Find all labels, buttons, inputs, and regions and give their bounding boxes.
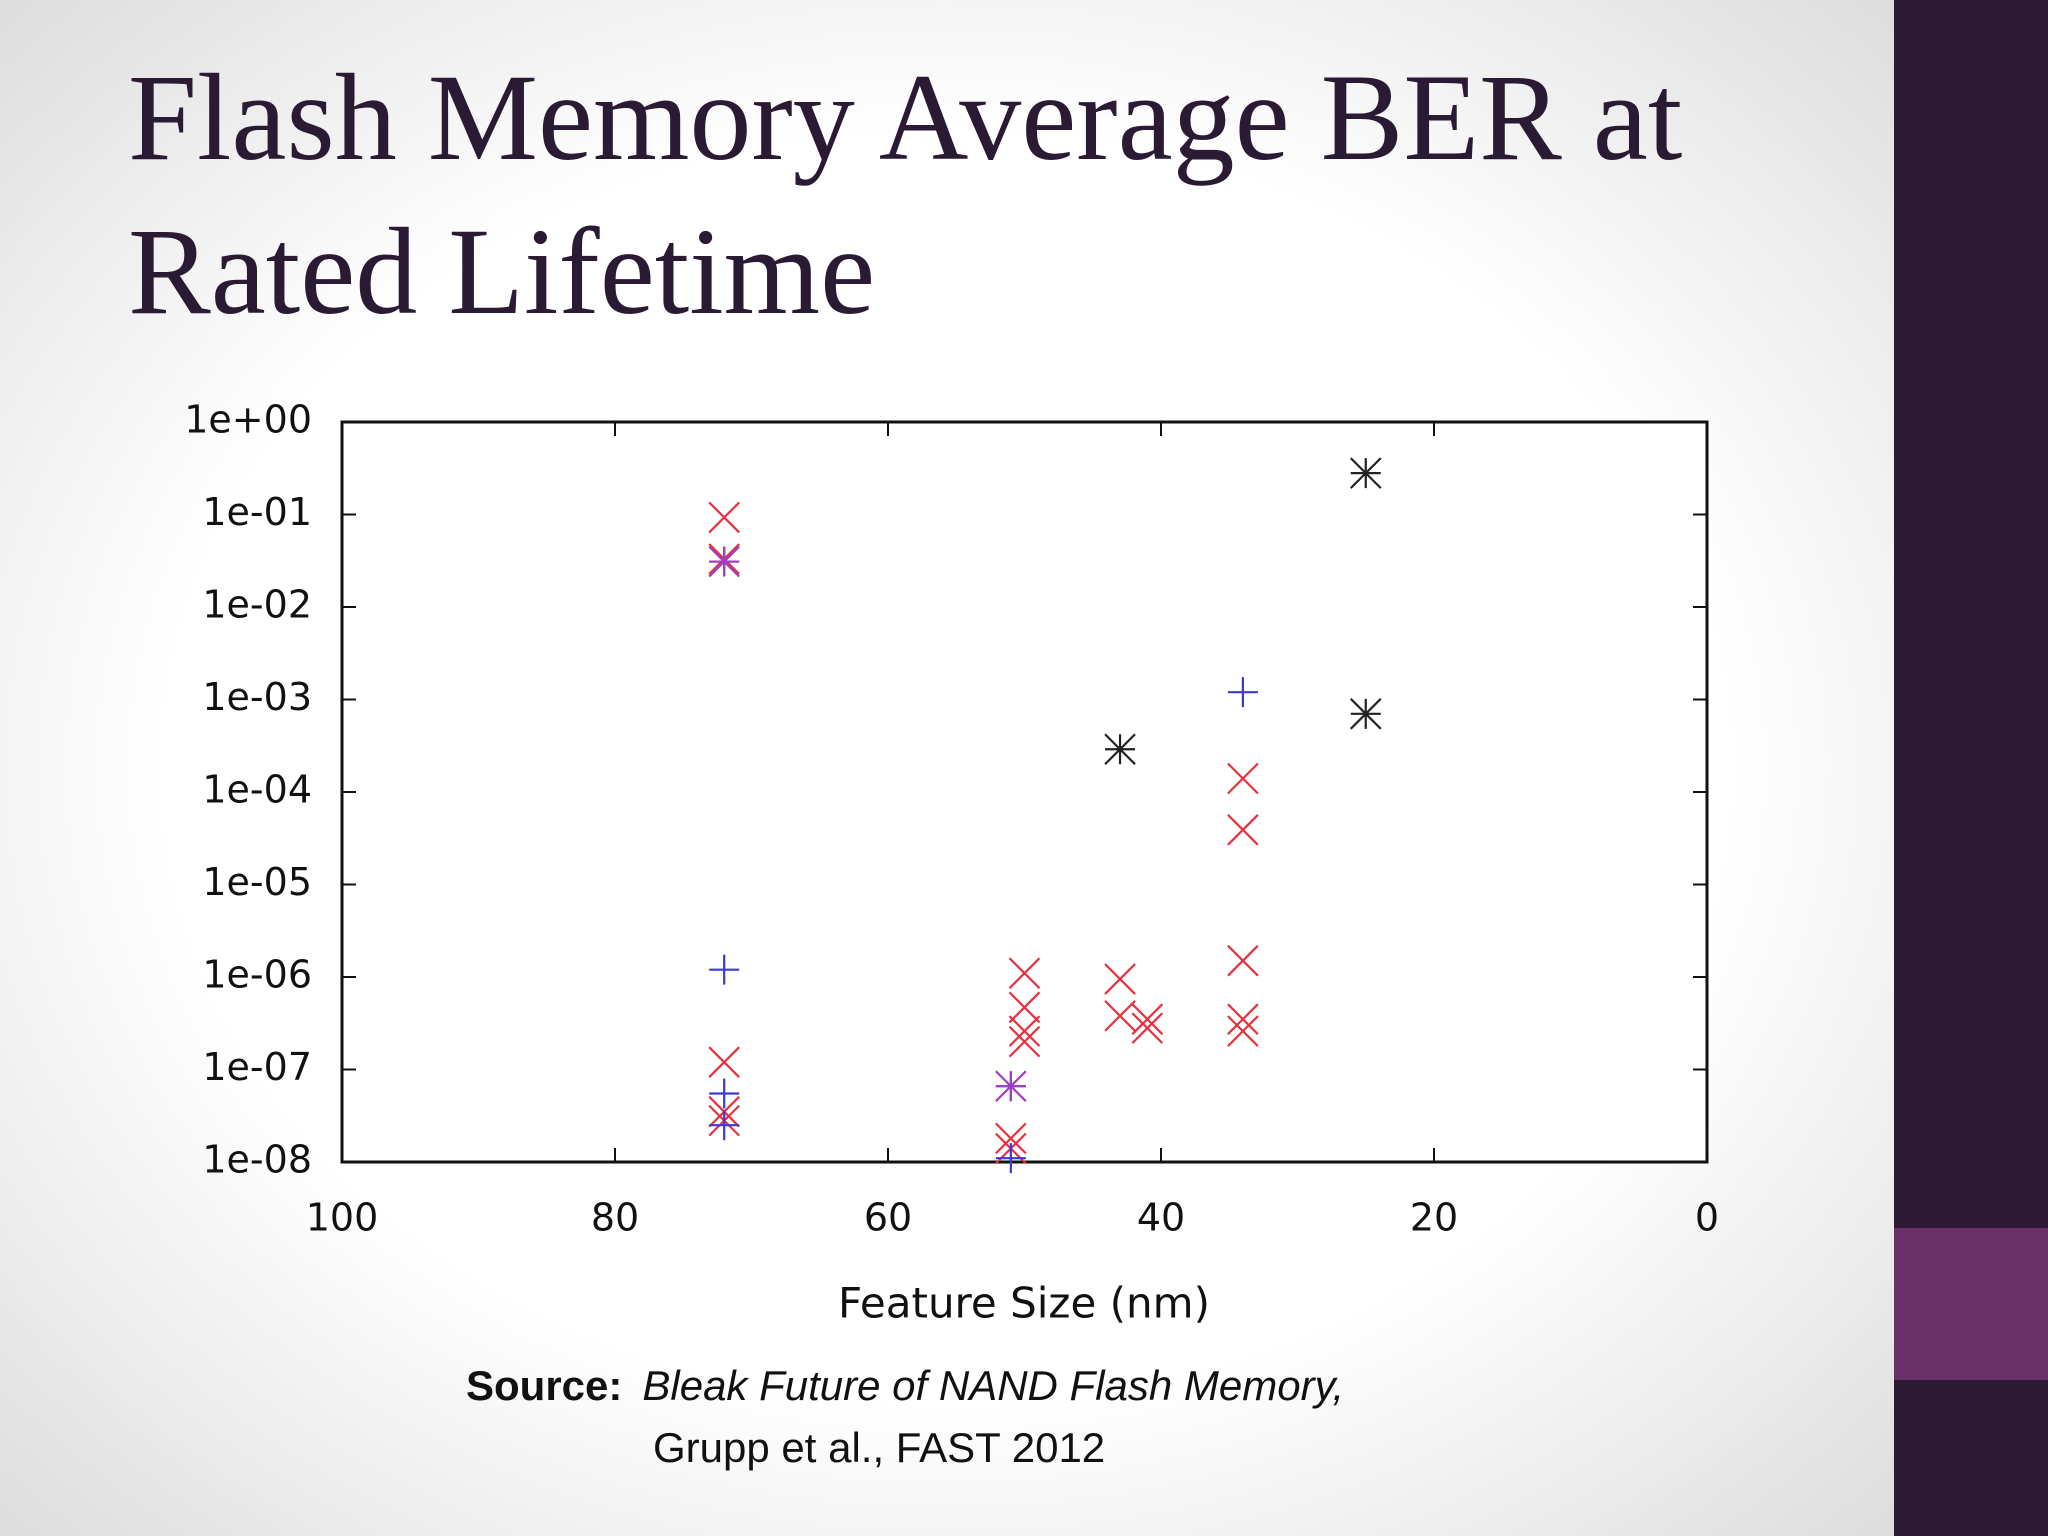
y-tick-label: 1e+00 <box>184 398 312 442</box>
source-label: Source: <box>466 1362 622 1409</box>
plot-frame <box>340 420 1709 1164</box>
source-title: Bleak Future of NAND Flash Memory, <box>642 1362 1344 1409</box>
point <box>709 1110 740 1141</box>
y-tick-label: 1e-02 <box>202 583 312 627</box>
source-detail: Grupp et al., FAST 2012 <box>653 1424 1105 1471</box>
point <box>709 954 740 985</box>
point <box>1008 1015 1041 1047</box>
point <box>709 1078 740 1109</box>
point <box>995 1122 1027 1155</box>
x-tick-label: 20 <box>1410 1196 1458 1240</box>
x-tick-label: 80 <box>591 1196 639 1240</box>
point <box>1227 1003 1259 1035</box>
point <box>1349 457 1382 489</box>
point <box>1349 698 1382 730</box>
point <box>995 1143 1026 1174</box>
title-line: Rated Lifetime <box>128 203 875 340</box>
x-tick-label: 0 <box>1695 1196 1719 1240</box>
point <box>1227 944 1259 977</box>
point <box>708 501 740 534</box>
title-line: Flash Memory Average BER at <box>128 49 1682 186</box>
y-tick-label: 1e-07 <box>202 1045 312 1089</box>
point <box>1104 963 1136 995</box>
point <box>1104 1000 1136 1032</box>
point <box>1008 957 1041 989</box>
point <box>1131 1003 1164 1035</box>
source-note: Source: Bleak Future of NAND Flash Memory… <box>466 1362 1344 1409</box>
point <box>1131 1012 1164 1044</box>
point <box>1008 991 1041 1024</box>
point <box>708 1046 740 1078</box>
point <box>1227 1015 1259 1047</box>
y-tick-label: 1e-04 <box>202 768 312 812</box>
y-tick-label: 1e-03 <box>202 675 312 719</box>
point <box>708 545 740 578</box>
point <box>1008 1025 1041 1058</box>
point <box>1227 814 1259 846</box>
y-tick-label: 1e-05 <box>202 860 312 904</box>
x-tick-label: 40 <box>1137 1196 1185 1240</box>
x-tick-label: 100 <box>306 1196 379 1240</box>
y-tick-label: 1e-08 <box>202 1138 312 1182</box>
y-tick-label: 1e-01 <box>202 490 312 534</box>
point <box>1227 762 1259 795</box>
x-axis-label: Feature Size (nm) <box>838 1279 1210 1328</box>
x-tick-label: 60 <box>864 1196 912 1240</box>
point <box>1227 677 1258 708</box>
point <box>995 1070 1027 1102</box>
point <box>1104 733 1136 766</box>
y-tick-label: 1e-06 <box>202 953 312 997</box>
side-accent <box>1894 1228 2048 1380</box>
